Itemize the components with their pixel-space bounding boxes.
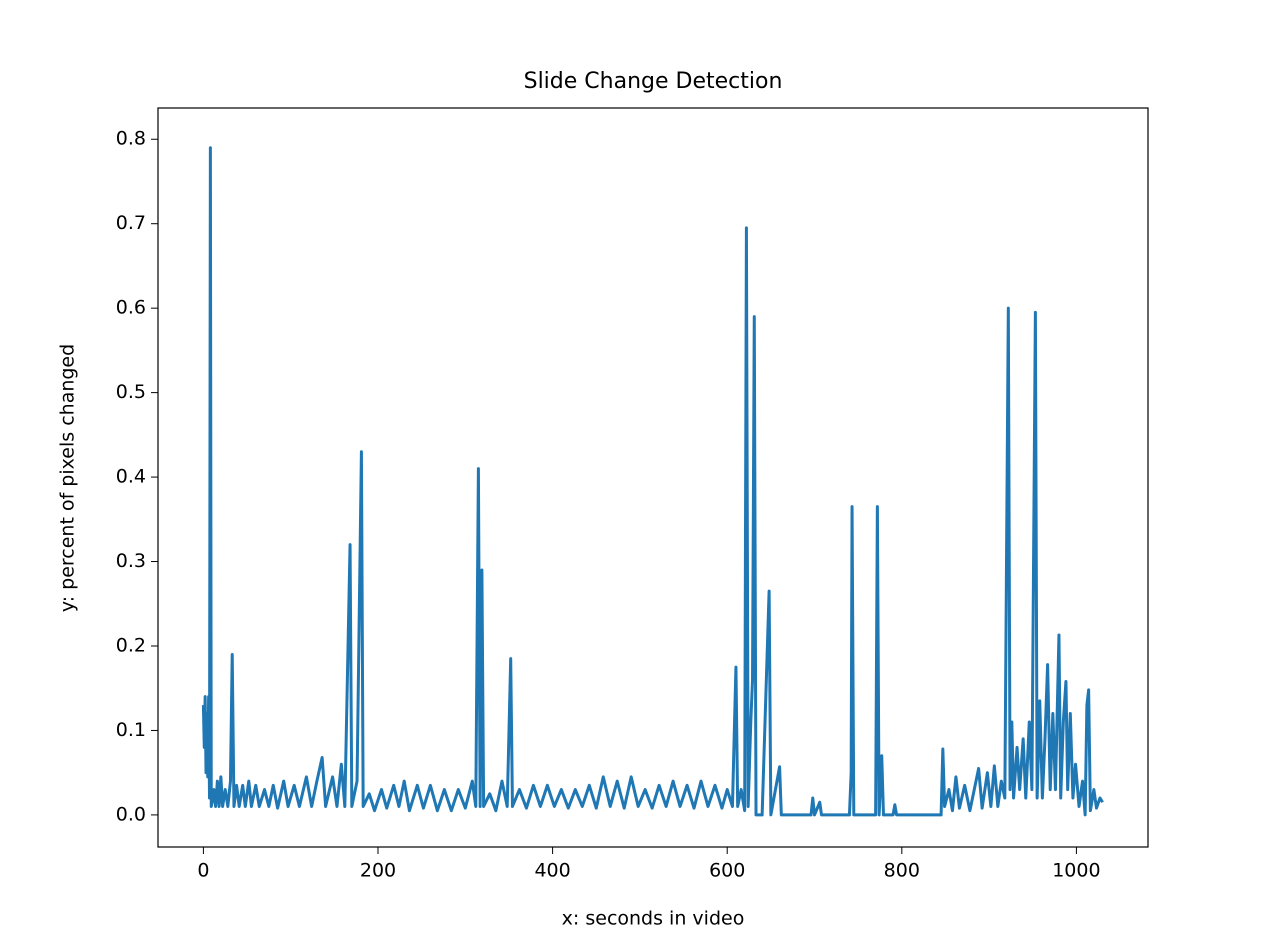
- y-tick-label: 0.6: [116, 297, 146, 319]
- y-tick-label: 0.5: [116, 381, 146, 403]
- y-tick-label: 0.2: [116, 634, 146, 656]
- y-axis-label: y: percent of pixels changed: [57, 344, 79, 612]
- x-tick-label: 1000: [1052, 860, 1100, 882]
- data-line: [201, 146, 1104, 817]
- x-tick-label: 600: [709, 860, 745, 882]
- y-tick-label: 0.4: [116, 466, 146, 488]
- chart-title: Slide Change Detection: [524, 69, 783, 94]
- x-tick-label: 200: [360, 860, 396, 882]
- x-tick-label: 400: [534, 860, 570, 882]
- y-tick-label: 0.1: [116, 719, 146, 741]
- y-tick-label: 0.0: [116, 803, 146, 825]
- y-tick-label: 0.7: [116, 212, 146, 234]
- y-tick-label: 0.3: [116, 550, 146, 572]
- plot-frame: [157, 107, 1149, 848]
- x-tick-label: 0: [197, 860, 209, 882]
- x-axis-label: x: seconds in video: [562, 908, 745, 930]
- x-tick-label: 800: [884, 860, 920, 882]
- y-tick-label: 0.8: [116, 128, 146, 150]
